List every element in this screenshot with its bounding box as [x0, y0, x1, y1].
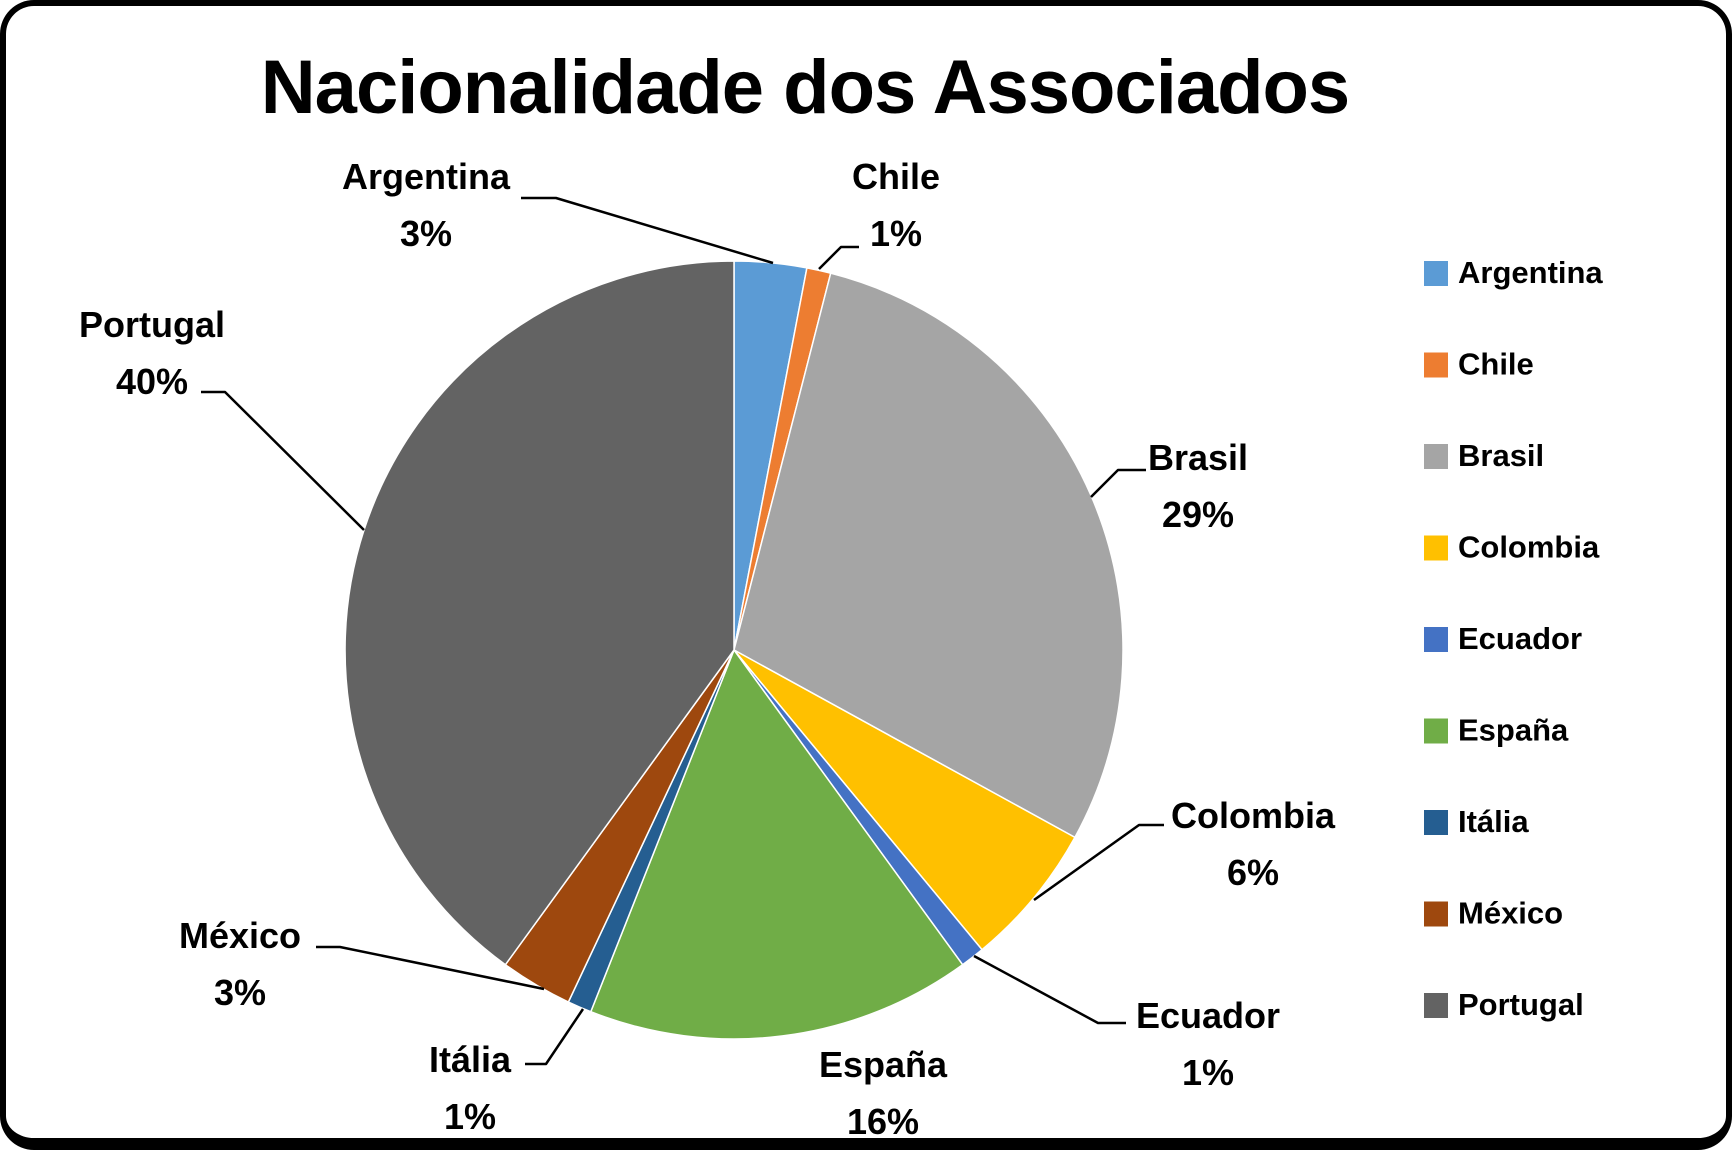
data-label-chile: Chile 1%: [852, 156, 940, 254]
legend-label-portugal: Portugal: [1458, 987, 1584, 1022]
data-labels: Argentina 3% Chile 1% Brasil 29% Colombia 6% Ecu…: [79, 156, 1336, 1142]
legend-swatch-colombia: [1424, 535, 1448, 561]
legend-item-espana[interactable]: España: [1424, 713, 1569, 748]
leader-line-brasil: [1090, 468, 1146, 498]
legend-label-argentina: Argentina: [1458, 255, 1603, 290]
leader-line-ecuador: [973, 954, 1126, 1025]
data-label-ecuador: Ecuador 1%: [1136, 995, 1280, 1093]
leader-lines: [201, 196, 1164, 1066]
legend-item-italia[interactable]: Itália: [1424, 804, 1529, 839]
legend-item-portugal[interactable]: Portugal: [1424, 987, 1584, 1022]
chart-title: Nacionalidade dos Associados: [260, 45, 1350, 130]
legend-swatch-italia: [1424, 810, 1448, 835]
legend-swatch-espana: [1424, 718, 1448, 744]
legend-label-brasil: Brasil: [1458, 438, 1544, 473]
legend-swatch-brasil: [1424, 444, 1448, 469]
leader-line-italia: [525, 1008, 585, 1066]
data-label-brasil: Brasil 29%: [1148, 437, 1248, 535]
data-label-italia: Itália 1%: [429, 1039, 512, 1137]
legend-label-italia: Itália: [1458, 804, 1529, 839]
legend-item-argentina[interactable]: Argentina: [1424, 255, 1603, 290]
pie-chart-canvas: Argentina 3% Chile 1% Brasil 29% Colombia 6% Ecu…: [79, 156, 1603, 1142]
legend-item-mexico[interactable]: México: [1424, 896, 1563, 931]
legend-label-colombia: Colombia: [1458, 530, 1600, 565]
legend-label-chile: Chile: [1458, 347, 1534, 382]
pie-slice-colombia[interactable]: [733, 649, 1076, 951]
data-label-argentina: Argentina 3%: [342, 156, 511, 254]
pie-slice-espana[interactable]: [589, 648, 964, 1040]
leader-line-colombia: [1033, 823, 1164, 902]
legend-item-colombia[interactable]: Colombia: [1424, 530, 1600, 565]
leader-line-chile: [818, 245, 859, 270]
legend-swatch-ecuador: [1424, 627, 1448, 652]
legend-swatch-mexico: [1424, 901, 1448, 927]
legend-swatch-chile: [1424, 352, 1448, 378]
legend-item-chile[interactable]: Chile: [1424, 347, 1534, 382]
data-label-mexico: México 3%: [179, 915, 301, 1013]
pie-slices: [344, 260, 1124, 1040]
leader-line-mexico: [316, 945, 545, 991]
data-label-espana: España 16%: [819, 1044, 948, 1142]
legend: Argentina Chile Brasil Colombia Ecuador Españ…: [1424, 255, 1603, 1022]
legend-item-brasil[interactable]: Brasil: [1424, 438, 1544, 473]
legend-label-espana: España: [1458, 713, 1569, 748]
legend-label-ecuador: Ecuador: [1458, 621, 1582, 656]
data-label-portugal: Portugal 40%: [79, 304, 225, 402]
legend-swatch-portugal: [1424, 993, 1448, 1018]
leader-line-portugal: [201, 390, 365, 531]
legend-swatch-argentina: [1424, 261, 1448, 286]
data-label-colombia: Colombia 6%: [1171, 795, 1336, 893]
leader-line-argentina: [521, 196, 774, 265]
legend-label-mexico: México: [1458, 896, 1563, 931]
legend-item-ecuador[interactable]: Ecuador: [1424, 621, 1582, 656]
